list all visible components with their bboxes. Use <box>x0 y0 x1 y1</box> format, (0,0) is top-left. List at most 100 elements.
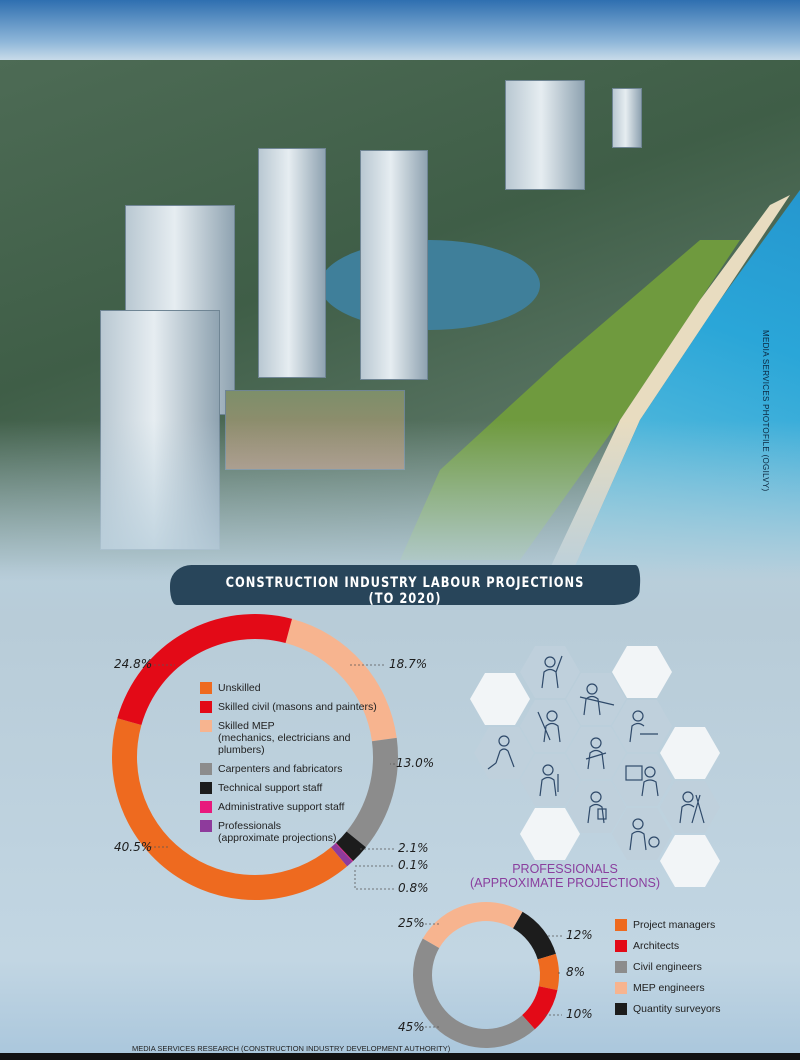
worker-illustration-icon <box>585 737 607 770</box>
page-title: CONSTRUCTION INDUSTRY LABOUR PROJECTIONS… <box>225 575 585 607</box>
leader-line <box>354 870 395 890</box>
tower <box>505 80 585 190</box>
city-coastline-photo <box>0 0 800 600</box>
legend-swatch <box>615 961 627 973</box>
legend-label: Unskilled <box>218 682 261 694</box>
legend-item: Quantity surveyors <box>615 1003 795 1015</box>
legend-label: Civil engineers <box>633 961 702 973</box>
legend-label: Carpenters and fabricators <box>218 763 343 775</box>
donut-slice-skilled-civil-masons-and-painters <box>117 614 293 726</box>
legend-label: Quantity surveyors <box>633 1003 721 1015</box>
donut-slice-carpenters-and-fabricators <box>346 737 398 848</box>
legend-swatch <box>200 820 212 832</box>
hex-tile <box>566 781 626 833</box>
labour-donut-chart <box>112 614 398 900</box>
data-label-project-managers: 8% <box>566 965 586 979</box>
data-label-skilled-civil: 24.8% <box>114 657 153 671</box>
hex-tile <box>470 673 530 725</box>
donut-slice-architects <box>522 986 558 1030</box>
data-label-professionals: 0.8% <box>398 881 429 895</box>
title-line: PROFESSIONALS <box>512 862 618 876</box>
hex-tile <box>566 727 626 779</box>
worker-illustration-icon <box>539 764 559 797</box>
hex-tile <box>520 808 580 860</box>
worker-illustration-icon <box>587 791 607 824</box>
legend-label: Professionals <box>218 820 282 832</box>
hex-tile <box>520 754 580 806</box>
legend-label: MEP engineers <box>633 982 705 994</box>
tower <box>258 148 326 378</box>
legend-swatch <box>200 782 212 794</box>
data-label-unskilled: 40.5% <box>114 840 153 854</box>
legend-swatch <box>200 720 212 732</box>
hex-tile <box>612 808 672 860</box>
donut-slice-skilled-mep-mechanics-electricians-and-plumbers <box>285 618 397 742</box>
legend-item: Skilled civil (masons and painters) <box>200 701 400 713</box>
worker-illustration-icon <box>537 710 561 743</box>
donut-slice-technical-support-staff <box>335 831 366 862</box>
legend-item: Civil engineers <box>615 961 795 973</box>
professionals-legend: Project managers Architects Civil engine… <box>615 919 795 1024</box>
professionals-chart-title: PROFESSIONALS (APPROXIMATE PROJECTIONS) <box>440 862 690 890</box>
worker-illustration-icon <box>625 765 659 797</box>
worker-illustration-icon <box>679 791 705 824</box>
donut-slice-professionals-approximate-projections <box>330 843 353 867</box>
leader-lines <box>150 664 562 1028</box>
legend-swatch <box>200 801 212 813</box>
lake <box>320 240 540 330</box>
legend-item: Unskilled <box>200 682 400 694</box>
hex-tile <box>660 781 720 833</box>
sky <box>0 0 800 70</box>
photo-credit: MEDIA SERVICES PHOTOFILE (OGILVY) <box>761 330 770 492</box>
legend-swatch <box>200 763 212 775</box>
legend-label: Architects <box>633 940 680 952</box>
donut-slice-civil-engineers <box>413 938 535 1048</box>
legend-swatch <box>615 982 627 994</box>
data-label-mep-engineers: 25% <box>398 916 425 930</box>
worker-illustration-icon <box>541 655 563 689</box>
hex-tile <box>612 646 672 698</box>
data-label-quantity-surveyors: 12% <box>566 928 593 942</box>
legend-item: Professionals (approximate projections) <box>200 820 400 844</box>
legend-item: Carpenters and fabricators <box>200 763 400 775</box>
donut-slice-administrative-support-staff <box>335 842 354 862</box>
legend-item: Administrative support staff <box>200 801 400 813</box>
data-label-technical: 2.1% <box>398 841 429 855</box>
donut-slice-unskilled <box>112 718 348 900</box>
labour-legend: Unskilled Skilled civil (masons and pain… <box>200 682 400 851</box>
hex-tile <box>474 727 534 779</box>
hex-tile <box>660 727 720 779</box>
worker-illustration-icon <box>629 818 660 851</box>
data-label-administrative: 0.1% <box>398 858 429 872</box>
hex-tile <box>612 700 672 752</box>
donut-slice-mep-engineers <box>422 902 523 948</box>
legend-label: Administrative support staff <box>218 801 345 813</box>
legend-item: MEP engineers <box>615 982 795 994</box>
legend-swatch <box>615 940 627 952</box>
tower <box>612 88 642 148</box>
data-label-skilled-mep: 18.7% <box>389 657 428 671</box>
source-note: MEDIA SERVICES RESEARCH (CONSTRUCTION IN… <box>132 1044 451 1053</box>
professionals-donut-chart <box>413 902 559 1048</box>
donut-slice-quantity-surveyors <box>513 911 556 960</box>
legend-sublabel: (approximate projections) <box>218 832 337 844</box>
legend-item: Technical support staff <box>200 782 400 794</box>
legend-label: Project managers <box>633 919 716 931</box>
legend-item: Skilled MEP (mechanics, electricians and … <box>200 720 400 756</box>
legend-item: Architects <box>615 940 795 952</box>
tower <box>360 150 428 380</box>
worker-illustration-icon <box>487 735 515 770</box>
legend-item: Project managers <box>615 919 795 931</box>
hex-tile <box>612 754 672 806</box>
hex-tile <box>660 835 720 887</box>
legend-label: Skilled MEP <box>218 720 275 732</box>
hex-tile <box>520 700 580 752</box>
legend-swatch <box>200 682 212 694</box>
hex-tile <box>566 673 626 725</box>
legend-swatch <box>200 701 212 713</box>
donut-slice-project-managers <box>537 953 559 991</box>
legend-label: Skilled civil (masons and painters) <box>218 701 377 713</box>
data-label-carpenters: 13.0% <box>396 756 435 770</box>
data-label-civil-engineers: 45% <box>398 1020 425 1034</box>
data-label-architects: 10% <box>566 1007 593 1021</box>
